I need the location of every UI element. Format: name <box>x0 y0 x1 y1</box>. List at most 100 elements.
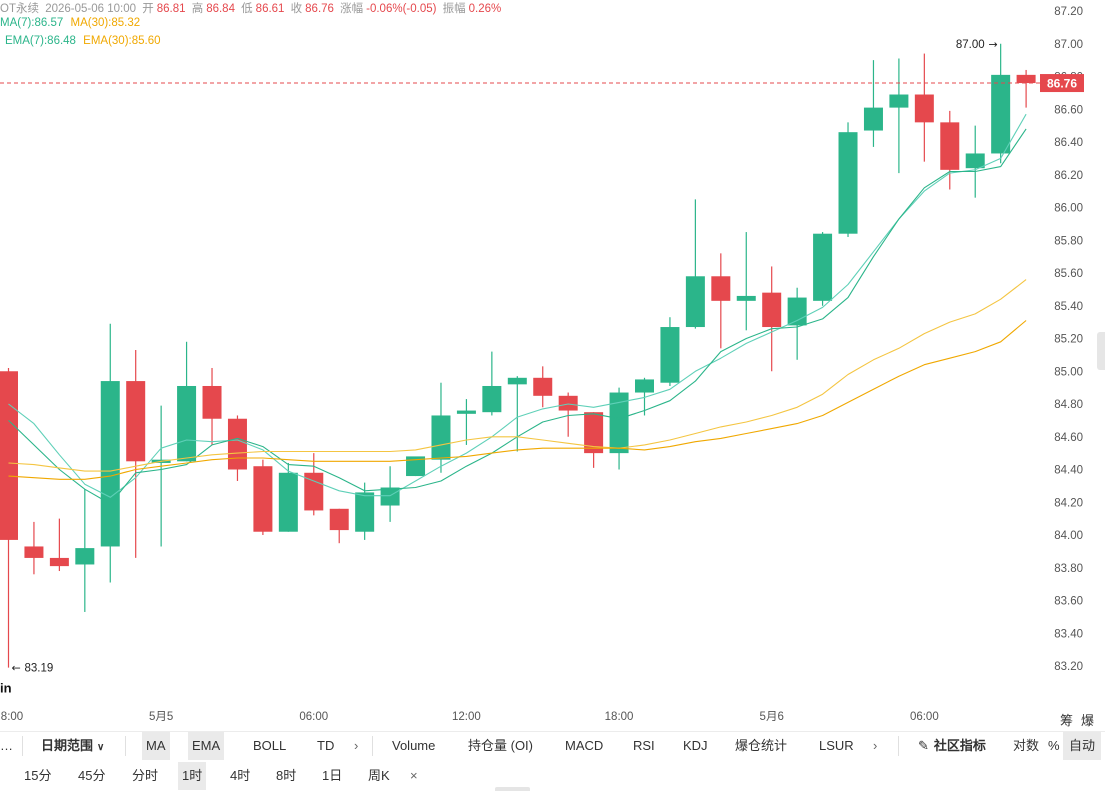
candle-body-down <box>227 418 247 470</box>
more-button[interactable]: … <box>0 738 13 753</box>
price-tick-label: 86.60 <box>1054 104 1083 116</box>
candlestick-chart[interactable]: 87.2087.0086.8086.6086.4086.2086.0085.80… <box>0 0 1105 730</box>
ema30-value: EMA(30):85.60 <box>83 35 161 47</box>
price-axis: 87.2087.0086.8086.6086.4086.2086.0085.80… <box>1054 6 1083 673</box>
candle-body-up <box>482 385 502 413</box>
community-indicators-label: 社区指标 <box>933 738 986 753</box>
price-tick-label: 85.60 <box>1054 268 1083 280</box>
ema-indicator-row: EMA(7):86.48 EMA(30):85.60 <box>5 35 161 47</box>
candle-body-down <box>253 466 273 532</box>
close-label: 收 <box>290 3 303 15</box>
candle-body-up <box>100 381 120 547</box>
liquidation-map-button[interactable]: 爆 <box>1081 713 1095 728</box>
interval-1d[interactable]: 1日 <box>322 768 343 783</box>
boll-indicator-toggle[interactable]: BOLL <box>253 738 287 753</box>
close-icon[interactable]: × <box>410 768 418 783</box>
ma30-line <box>8 279 1027 472</box>
open-label: 开 <box>142 3 154 15</box>
td-indicator-toggle[interactable]: TD <box>317 738 335 753</box>
ma7-value: MA(7):86.57 <box>0 17 64 29</box>
candle-body-up <box>380 487 400 506</box>
panel-resize-tab[interactable] <box>495 787 530 791</box>
candle-body-down <box>126 381 146 462</box>
candle-body-up <box>406 456 426 477</box>
time-tick-label: 06:00 <box>910 711 939 723</box>
candle-body-up <box>635 379 654 393</box>
candle-body-up <box>278 472 298 532</box>
candle-body-up <box>177 385 197 462</box>
candle-body-down <box>711 276 731 301</box>
interval-1h[interactable]: 1时 <box>178 762 207 790</box>
liquidation-stats-toggle[interactable]: 爆仓统计 <box>735 738 788 753</box>
price-tick-label: 87.20 <box>1054 6 1083 18</box>
separator <box>22 736 23 756</box>
close-value: 86.76 <box>305 3 334 15</box>
date-range-dropdown[interactable]: 日期范围 ∨ <box>41 732 104 760</box>
price-tick-label: 84.20 <box>1054 497 1083 509</box>
lsur-indicator-toggle[interactable]: LSUR <box>819 738 854 753</box>
candles <box>0 43 1036 668</box>
interval-45m[interactable]: 45分 <box>78 768 106 783</box>
date-range-label: 日期范围 <box>41 738 94 753</box>
price-tick-label: 83.40 <box>1054 628 1083 640</box>
arrow-left-icon: ← <box>12 662 21 675</box>
toolbar-divider <box>0 731 1105 732</box>
candle-body-up <box>355 492 375 532</box>
candle-body-up <box>685 276 705 328</box>
current-price-badge <box>1040 74 1084 93</box>
time-axis: 8:00 5月5 06:00 12:00 18:00 5月6 06:00 <box>1 711 939 723</box>
candle-body-down <box>304 472 324 511</box>
change-value: -0.06%(-0.05) <box>366 3 437 15</box>
symbol-label: OT永续 <box>0 3 39 15</box>
separator <box>125 736 126 756</box>
candle-body-up <box>609 392 629 454</box>
candle-body-up <box>660 327 680 383</box>
volume-indicator-toggle[interactable]: Volume <box>392 738 436 753</box>
separator <box>898 736 899 756</box>
chip-distribution-button[interactable]: 筹 <box>1060 713 1074 728</box>
price-tick-label: 87.00 <box>1054 39 1083 51</box>
price-tick-label: 84.00 <box>1054 530 1083 542</box>
candle-body-down <box>0 371 18 540</box>
ma-indicator-row: MA(7):86.57 MA(30):85.32 <box>0 17 140 29</box>
price-tick-label: 85.80 <box>1054 235 1083 247</box>
auto-scale-toggle[interactable]: 自动 <box>1063 732 1102 760</box>
chevron-right-icon[interactable]: › <box>354 738 359 753</box>
log-scale-toggle[interactable]: 对数 <box>1013 738 1040 753</box>
candle-body-down <box>329 508 349 531</box>
kdj-indicator-toggle[interactable]: KDJ <box>683 738 708 753</box>
interval-timeline[interactable]: 分时 <box>132 768 159 783</box>
interval-4h[interactable]: 4时 <box>230 768 251 783</box>
ma-indicator-toggle[interactable]: MA <box>142 732 170 760</box>
current-price-label: 86.76 <box>1047 77 1077 91</box>
candle-body-down <box>1016 74 1036 84</box>
left-edge-text: in <box>0 681 12 696</box>
price-tick-label: 85.20 <box>1054 334 1083 346</box>
candle-body-up <box>965 153 985 169</box>
candle-body-down <box>49 557 69 567</box>
time-tick-label: 18:00 <box>605 711 634 723</box>
price-tick-label: 85.40 <box>1054 301 1083 313</box>
ema-indicator-toggle[interactable]: EMA <box>188 732 225 760</box>
side-panel-handle[interactable] <box>1097 332 1105 370</box>
candle-body-down <box>202 385 222 419</box>
low-value: 86.61 <box>255 3 285 15</box>
open-interest-toggle[interactable]: 持仓量 (OI) <box>468 738 533 753</box>
price-tick-label: 83.20 <box>1054 661 1083 673</box>
candle-body-down <box>558 395 578 411</box>
time-tick-label: 06:00 <box>299 711 328 723</box>
rsi-indicator-toggle[interactable]: RSI <box>633 738 655 753</box>
interval-8h[interactable]: 8时 <box>276 768 297 783</box>
percent-scale-toggle[interactable]: % <box>1048 738 1060 753</box>
ma7-line <box>8 113 1027 498</box>
community-indicators-button[interactable]: ✎ 社区指标 <box>918 732 986 760</box>
candle-body-up <box>431 415 451 460</box>
high-value: 86.84 <box>206 3 235 15</box>
ema7-value: EMA(7):86.48 <box>5 35 76 47</box>
macd-indicator-toggle[interactable]: MACD <box>565 738 604 753</box>
interval-15m[interactable]: 15分 <box>24 768 52 783</box>
interval-week[interactable]: 周K <box>368 768 390 783</box>
chevron-down-icon: ∨ <box>97 742 105 753</box>
candle-body-down <box>584 412 604 454</box>
chevron-right-icon[interactable]: › <box>873 738 878 753</box>
